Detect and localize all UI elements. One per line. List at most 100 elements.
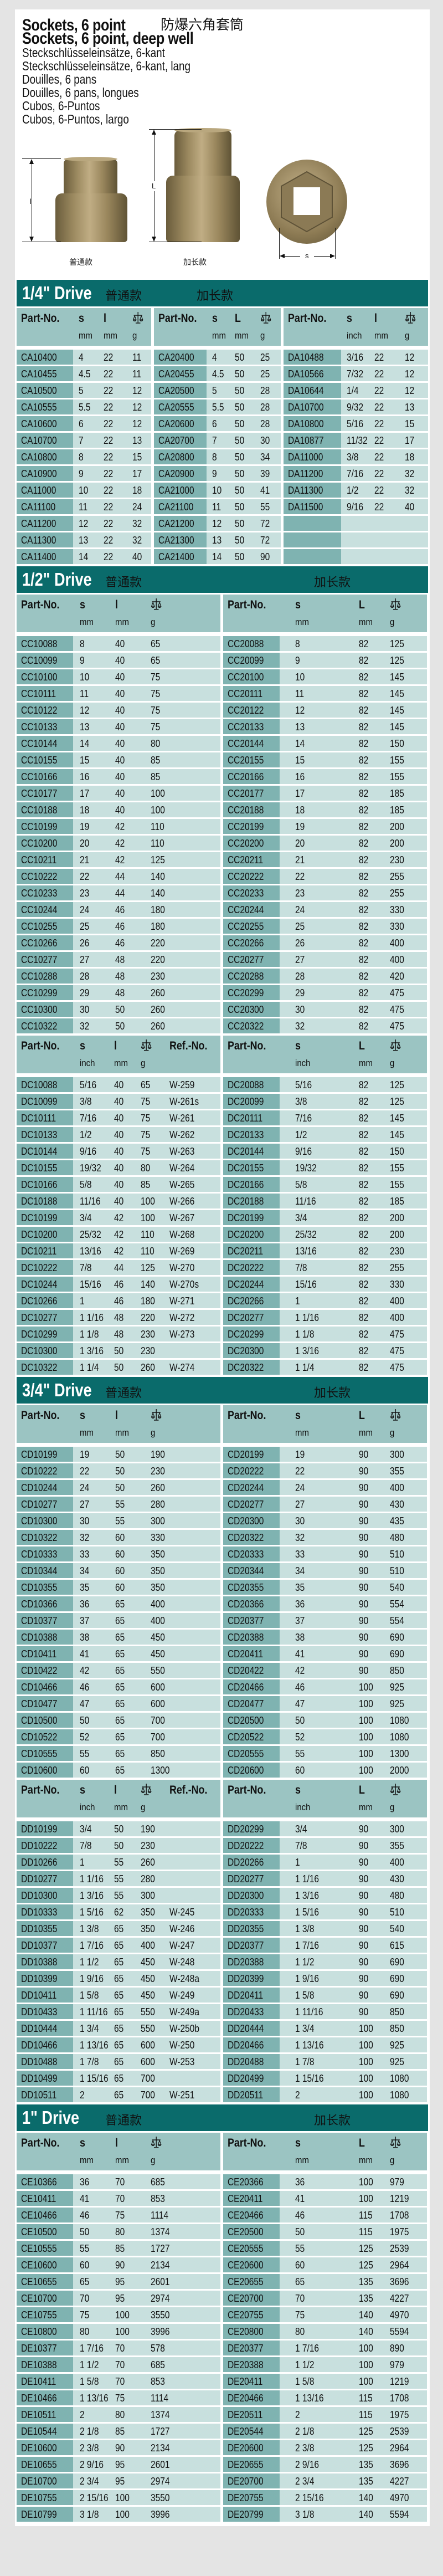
part-number-cell: DD10266 (17, 1855, 73, 1870)
value-cell: 55 (254, 499, 281, 514)
value-cell: 90 (353, 1546, 384, 1561)
cell-value: 75 (115, 2210, 125, 2221)
value-cell: 100 (110, 2307, 145, 2322)
cell-value: 34 (260, 452, 270, 463)
cell-value: 11 (132, 352, 142, 363)
part-number-cell: CC20100 (223, 669, 280, 684)
value-cell: 145 (384, 703, 427, 718)
cell-value: 100 (359, 1765, 373, 1776)
value-cell: 85 (110, 2424, 145, 2439)
part-number-cell: CD20466 (223, 1679, 280, 1694)
part-number-cell: CA20400 (153, 350, 207, 365)
part-number: DA11300 (288, 485, 323, 496)
value-cell: 280 (145, 1497, 220, 1512)
cell-value: 90 (359, 1632, 369, 1643)
part-number: CA20555 (158, 402, 194, 413)
cell-value: 1/4 (347, 385, 359, 396)
cell-value: 75 (151, 688, 161, 699)
value-cell (369, 516, 400, 531)
part-number: CD10500 (21, 1715, 58, 1726)
value-cell: 11/16 (280, 1194, 353, 1208)
value-cell: 450 (145, 1630, 220, 1645)
cell-value: 75 (151, 705, 161, 716)
cell-value: 90 (359, 1532, 369, 1543)
column-unit: g (260, 330, 265, 341)
value-cell: 55 (109, 1855, 135, 1870)
column-unit: mm (80, 2155, 94, 2165)
part-number: DD20411 (228, 1990, 264, 2001)
cell-value: 400 (390, 1857, 404, 1868)
subtitle-line: Steckschlüsseleinsätze, 6-kant (22, 45, 165, 60)
cell-value: 2 9/16 (80, 2459, 104, 2470)
cell-value: 475 (390, 1362, 404, 1373)
drive-section: 1/2" Drive 普通款 加长款 Part-No. s mm l mm g CC10088 8 4… (15, 566, 430, 1375)
part-number: CD10244 (21, 1482, 58, 1493)
part-number-cell: CA21400 (153, 549, 207, 564)
dimension-l-label: l (30, 197, 32, 207)
cell-value: 7 (212, 435, 217, 446)
cell-value: 140 (359, 2509, 373, 2520)
value-cell: 979 (384, 2174, 427, 2189)
part-number-cell: CD20322 (223, 1530, 280, 1545)
value-cell: 11 (280, 686, 353, 701)
part-number: DE20377 (228, 2343, 264, 2354)
value-cell: 50 (229, 466, 255, 481)
part-number-cell: DC10111 (17, 1110, 73, 1125)
cell-value: 355 (390, 1840, 404, 1851)
value-cell: 15 (127, 449, 151, 464)
cell-value: 125 (359, 2426, 373, 2437)
value-cell: 150 (384, 736, 427, 751)
cell-value: 70 (115, 2193, 125, 2204)
value-cell: 65 (109, 2021, 135, 2036)
column-label: L (359, 1409, 365, 1422)
part-number: DD10266 (21, 1857, 58, 1868)
value-cell: 41 (280, 1646, 353, 1661)
value-cell: 22 (98, 483, 127, 498)
part-number-cell: CC20200 (223, 836, 280, 851)
part-number: CA10700 (21, 435, 57, 446)
cell-value: 550 (141, 2006, 155, 2017)
cell-value: 90 (359, 1582, 369, 1593)
cell-value: 65 (114, 1973, 124, 1984)
part-number-cell: CE10411 (17, 2191, 73, 2206)
cell-value: 155 (390, 1162, 404, 1174)
cell-value: 11 (212, 501, 221, 513)
cell-value: W-269 (169, 1246, 195, 1257)
value-cell: 30 (73, 1513, 110, 1528)
value-cell: W-250b (164, 2021, 220, 2036)
cell-value: 1 15/16 (80, 2073, 109, 2084)
cell-value: W-267 (169, 1212, 195, 1223)
part-number-cell: CA21300 (153, 532, 207, 547)
value-cell: W-271 (164, 1293, 220, 1308)
cell-value: 200 (390, 1229, 404, 1240)
value-cell: 12 (127, 416, 151, 431)
part-number: CD20333 (228, 1549, 264, 1560)
cell-value: 925 (390, 2056, 404, 2067)
part-number-cell: DA10800 (284, 416, 342, 431)
part-number: CA21300 (158, 535, 194, 546)
cell-value: 82 (359, 738, 369, 749)
cell-value: 50 (234, 418, 244, 429)
value-cell: W-261 (164, 1110, 220, 1125)
cell-value: 1 1/2 (80, 1957, 99, 1968)
cell-value: 145 (390, 721, 404, 733)
cell-value: 1080 (390, 2090, 409, 2101)
cell-value: 80 (115, 2409, 125, 2420)
part-number-cell: CD10477 (17, 1696, 73, 1711)
cell-value: 75 (141, 1113, 151, 1124)
value-cell: 13/16 (73, 1243, 109, 1258)
cell-value: 55 (115, 1499, 125, 1510)
value-cell: 1 1/2 (73, 2357, 110, 2372)
value-cell: W-251 (164, 2087, 220, 2102)
value-cell: 1727 (145, 2241, 220, 2256)
value-cell: 19 (73, 819, 110, 834)
cell-value: 29 (295, 987, 305, 998)
cell-value: 400 (390, 1482, 404, 1493)
value-cell: 34 (73, 1563, 110, 1578)
cell-value: 82 (359, 871, 369, 882)
cell-value: 2 1/8 (80, 2426, 99, 2437)
part-number-cell: CC20300 (223, 1002, 280, 1017)
cell-value: 925 (390, 2040, 404, 2051)
cell-value: 50 (114, 1824, 124, 1835)
